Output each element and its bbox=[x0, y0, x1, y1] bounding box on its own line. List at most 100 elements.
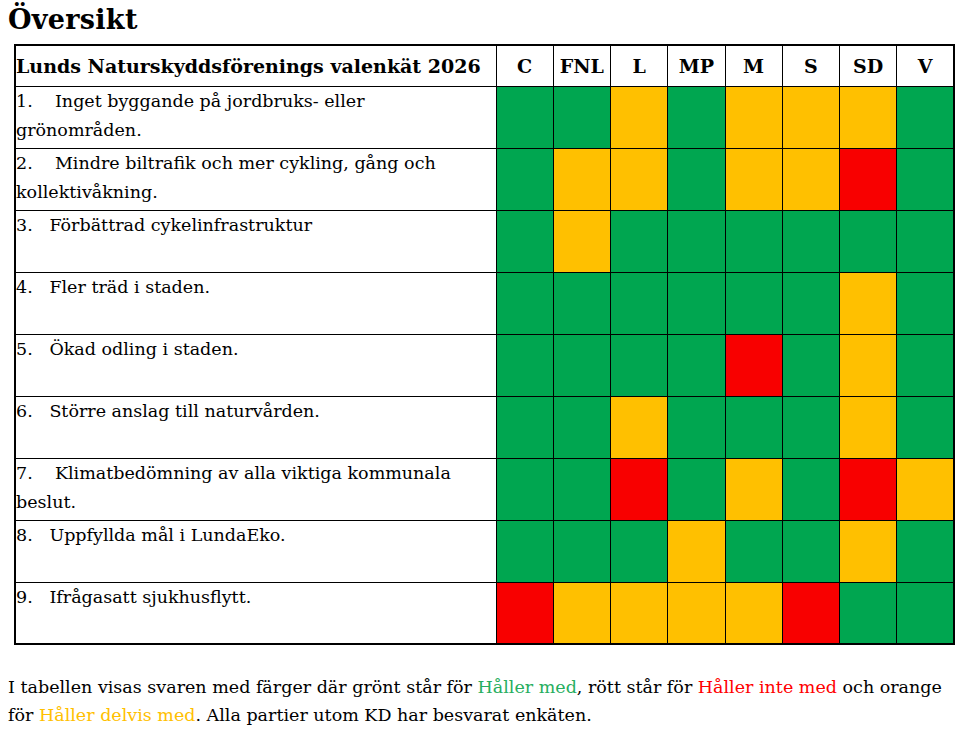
legend-term-yellow: Håller delvis med bbox=[39, 705, 196, 725]
answer-cell-mp bbox=[668, 272, 725, 334]
question-row-1: 1. Inget byggande på jordbruks- eller gr… bbox=[15, 86, 954, 148]
legend-segment: , rött står för bbox=[577, 677, 698, 697]
answer-cell-l bbox=[611, 582, 668, 644]
question-cell: 7. Klimatbedömning av alla viktiga kommu… bbox=[15, 458, 496, 520]
answer-cell-sd bbox=[840, 272, 897, 334]
answer-cell-sd bbox=[840, 334, 897, 396]
question-row-8: 8. Uppfyllda mål i LundaEko. bbox=[15, 520, 954, 582]
answer-cell-m bbox=[725, 210, 782, 272]
answer-cell-l bbox=[611, 334, 668, 396]
answer-cell-m bbox=[725, 334, 782, 396]
party-header-s: S bbox=[782, 45, 839, 86]
legend-term-red: Håller inte med bbox=[698, 677, 837, 697]
answer-cell-mp bbox=[668, 582, 725, 644]
answer-cell-l bbox=[611, 148, 668, 210]
answer-cell-fnl bbox=[553, 334, 610, 396]
question-row-9: 9. Ifrågasatt sjukhusflytt. bbox=[15, 582, 954, 644]
answer-cell-c bbox=[496, 458, 553, 520]
answer-cell-c bbox=[496, 520, 553, 582]
answer-cell-s bbox=[782, 210, 839, 272]
answer-cell-l bbox=[611, 210, 668, 272]
answer-cell-s bbox=[782, 86, 839, 148]
answer-cell-m bbox=[725, 458, 782, 520]
answer-cell-m bbox=[725, 86, 782, 148]
answer-cell-v bbox=[897, 86, 954, 148]
party-header-sd: SD bbox=[840, 45, 897, 86]
answer-cell-m bbox=[725, 272, 782, 334]
answer-cell-l bbox=[611, 520, 668, 582]
answer-cell-l bbox=[611, 396, 668, 458]
question-row-7: 7. Klimatbedömning av alla viktiga kommu… bbox=[15, 458, 954, 520]
header-row: Lunds Naturskyddsförenings valenkät 2026… bbox=[15, 45, 954, 86]
party-header-l: L bbox=[611, 45, 668, 86]
question-cell: 1. Inget byggande på jordbruks- eller gr… bbox=[15, 86, 496, 148]
answer-cell-v bbox=[897, 272, 954, 334]
answer-cell-mp bbox=[668, 458, 725, 520]
answer-cell-fnl bbox=[553, 210, 610, 272]
party-header-v: V bbox=[897, 45, 954, 86]
legend-term-green: Håller med bbox=[478, 677, 577, 697]
answer-cell-l bbox=[611, 86, 668, 148]
answer-cell-c bbox=[496, 272, 553, 334]
question-row-6: 6. Större anslag till naturvården. bbox=[15, 396, 954, 458]
answer-cell-sd bbox=[840, 458, 897, 520]
answer-cell-sd bbox=[840, 210, 897, 272]
answer-cell-sd bbox=[840, 582, 897, 644]
answer-cell-c bbox=[496, 86, 553, 148]
answer-cell-fnl bbox=[553, 272, 610, 334]
table-title-cell: Lunds Naturskyddsförenings valenkät 2026 bbox=[15, 45, 496, 86]
question-cell: 6. Större anslag till naturvården. bbox=[15, 396, 496, 458]
answer-cell-s bbox=[782, 520, 839, 582]
page-title: Översikt bbox=[8, 4, 961, 35]
answer-cell-m bbox=[725, 148, 782, 210]
answer-cell-s bbox=[782, 582, 839, 644]
party-header-fnl: FNL bbox=[553, 45, 610, 86]
answer-cell-s bbox=[782, 148, 839, 210]
answer-cell-s bbox=[782, 334, 839, 396]
page: Översikt Lunds Naturskyddsförenings vale… bbox=[0, 0, 967, 730]
answer-cell-s bbox=[782, 458, 839, 520]
answer-cell-s bbox=[782, 396, 839, 458]
question-cell: 2. Mindre biltrafik och mer cykling, gån… bbox=[15, 148, 496, 210]
answer-cell-sd bbox=[840, 520, 897, 582]
answer-cell-v bbox=[897, 334, 954, 396]
answer-cell-fnl bbox=[553, 582, 610, 644]
answer-cell-c bbox=[496, 334, 553, 396]
answer-cell-v bbox=[897, 210, 954, 272]
legend-segment: . Alla partier utom KD har besvarat enkä… bbox=[195, 705, 591, 725]
answer-cell-s bbox=[782, 272, 839, 334]
answer-cell-v bbox=[897, 520, 954, 582]
answer-cell-c bbox=[496, 210, 553, 272]
legend-segment: I tabellen visas svaren med färger där g… bbox=[8, 677, 478, 697]
answer-cell-mp bbox=[668, 520, 725, 582]
survey-table-body: 1. Inget byggande på jordbruks- eller gr… bbox=[15, 86, 954, 644]
party-header-mp: MP bbox=[668, 45, 725, 86]
answer-cell-v bbox=[897, 396, 954, 458]
answer-cell-mp bbox=[668, 396, 725, 458]
answer-cell-m bbox=[725, 396, 782, 458]
answer-cell-fnl bbox=[553, 396, 610, 458]
survey-table: Lunds Naturskyddsförenings valenkät 2026… bbox=[14, 44, 955, 645]
answer-cell-m bbox=[725, 582, 782, 644]
party-header-m: M bbox=[725, 45, 782, 86]
answer-cell-c bbox=[496, 148, 553, 210]
question-cell: 3. Förbättrad cykelinfrastruktur bbox=[15, 210, 496, 272]
answer-cell-mp bbox=[668, 210, 725, 272]
answer-cell-c bbox=[496, 582, 553, 644]
answer-cell-v bbox=[897, 148, 954, 210]
answer-cell-mp bbox=[668, 148, 725, 210]
answer-cell-v bbox=[897, 582, 954, 644]
question-cell: 5. Ökad odling i staden. bbox=[15, 334, 496, 396]
question-row-3: 3. Förbättrad cykelinfrastruktur bbox=[15, 210, 954, 272]
answer-cell-v bbox=[897, 458, 954, 520]
question-row-4: 4. Fler träd i staden. bbox=[15, 272, 954, 334]
question-cell: 9. Ifrågasatt sjukhusflytt. bbox=[15, 582, 496, 644]
answer-cell-sd bbox=[840, 396, 897, 458]
answer-cell-sd bbox=[840, 148, 897, 210]
question-row-5: 5. Ökad odling i staden. bbox=[15, 334, 954, 396]
question-cell: 4. Fler träd i staden. bbox=[15, 272, 496, 334]
answer-cell-fnl bbox=[553, 520, 610, 582]
answer-cell-fnl bbox=[553, 86, 610, 148]
question-cell: 8. Uppfyllda mål i LundaEko. bbox=[15, 520, 496, 582]
legend-text: I tabellen visas svaren med färger där g… bbox=[8, 673, 960, 730]
